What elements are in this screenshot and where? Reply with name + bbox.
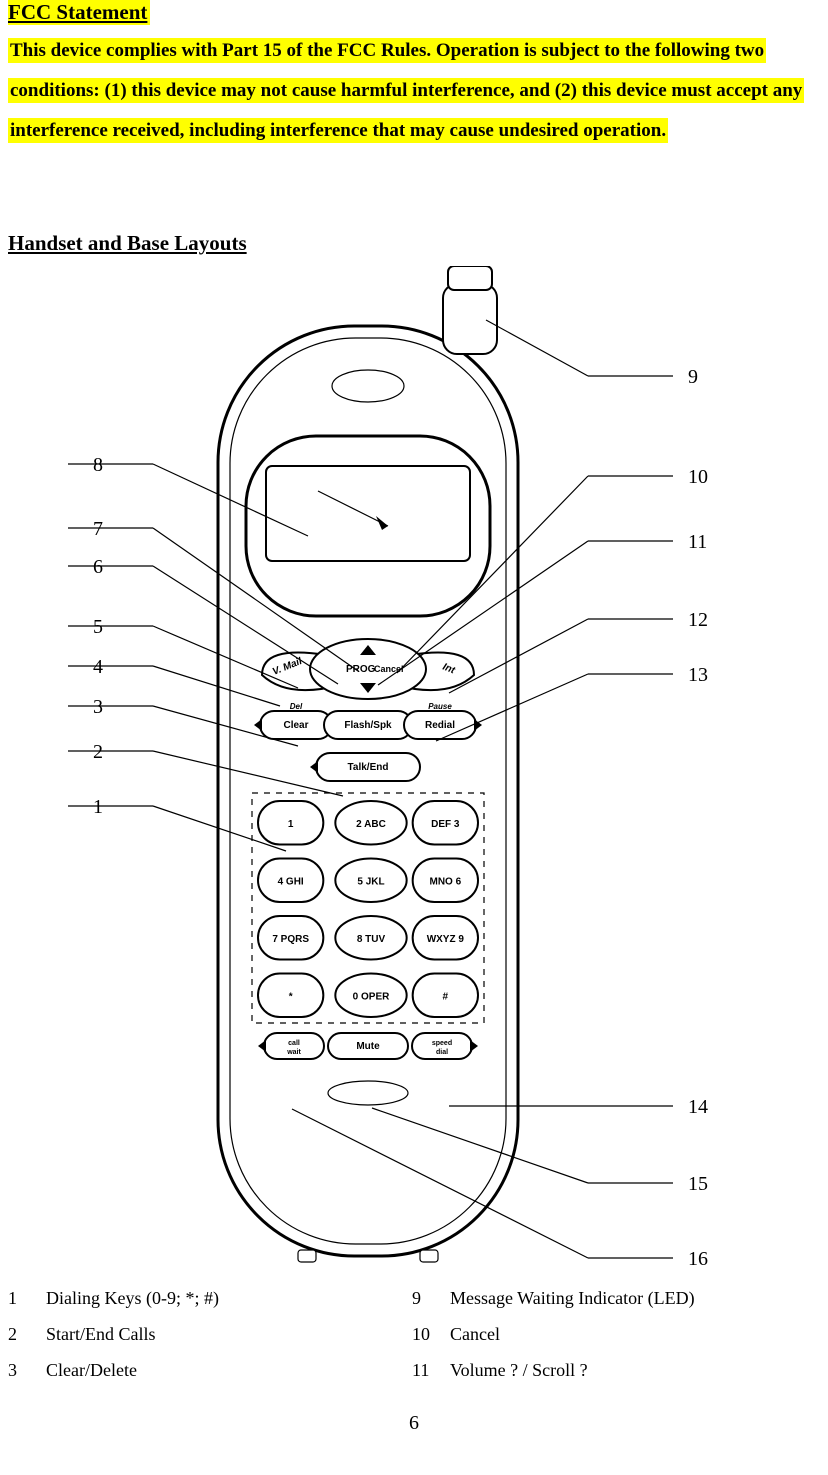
svg-text:dial: dial bbox=[436, 1049, 448, 1056]
svg-text:3: 3 bbox=[93, 696, 103, 718]
svg-text:4 GHI: 4 GHI bbox=[278, 876, 304, 887]
legend-num: 11 bbox=[412, 1352, 450, 1388]
legend-num: 2 bbox=[8, 1316, 46, 1352]
legend-table: 1Dialing Keys (0-9; *; #)2Start/End Call… bbox=[8, 1280, 820, 1388]
svg-text:1: 1 bbox=[93, 796, 103, 818]
svg-text:1: 1 bbox=[288, 818, 294, 829]
svg-text:10: 10 bbox=[688, 466, 708, 488]
svg-text:#: # bbox=[443, 991, 449, 1002]
svg-text:0 OPER: 0 OPER bbox=[353, 991, 390, 1002]
svg-text:11: 11 bbox=[688, 531, 707, 553]
svg-text:Cancel: Cancel bbox=[374, 664, 404, 674]
svg-text:speed: speed bbox=[432, 1040, 452, 1047]
svg-text:*: * bbox=[289, 991, 293, 1002]
svg-text:15: 15 bbox=[688, 1173, 708, 1195]
svg-text:Pause: Pause bbox=[428, 702, 452, 711]
svg-text:call: call bbox=[288, 1040, 300, 1047]
svg-text:7: 7 bbox=[93, 518, 103, 540]
svg-text:6: 6 bbox=[93, 556, 103, 578]
svg-text:Redial: Redial bbox=[425, 720, 455, 731]
fcc-line3: interference received, including interfe… bbox=[8, 118, 668, 143]
legend-num: 1 bbox=[8, 1280, 46, 1316]
handset-diagram: PROGCancelV. MailIntClearDelFlash/SpkRed… bbox=[8, 266, 820, 1276]
svg-text:Clear: Clear bbox=[283, 720, 308, 731]
svg-text:4: 4 bbox=[93, 656, 103, 678]
svg-text:16: 16 bbox=[688, 1248, 708, 1270]
svg-text:WXYZ 9: WXYZ 9 bbox=[427, 933, 465, 944]
svg-text:Talk/End: Talk/End bbox=[348, 762, 389, 773]
svg-text:DEF 3: DEF 3 bbox=[431, 818, 460, 829]
svg-text:13: 13 bbox=[688, 664, 708, 686]
svg-text:12: 12 bbox=[688, 609, 708, 631]
fcc-body: This device complies with Part 15 of the… bbox=[8, 31, 820, 151]
legend-num: 10 bbox=[412, 1316, 450, 1352]
legend-num: 3 bbox=[8, 1352, 46, 1388]
svg-text:Flash/Spk: Flash/Spk bbox=[344, 720, 392, 731]
section-title: Handset and Base Layouts bbox=[8, 231, 820, 256]
legend-text: Clear/Delete bbox=[46, 1352, 388, 1388]
svg-text:Del: Del bbox=[290, 702, 303, 711]
fcc-line1: This device complies with Part 15 of the… bbox=[8, 38, 766, 63]
legend-text: Message Waiting Indicator (LED) bbox=[450, 1280, 812, 1316]
svg-text:2 ABC: 2 ABC bbox=[356, 818, 386, 829]
svg-text:5 JKL: 5 JKL bbox=[357, 876, 384, 887]
svg-text:9: 9 bbox=[688, 366, 698, 388]
page-number: 6 bbox=[8, 1412, 820, 1435]
svg-text:2: 2 bbox=[93, 741, 103, 763]
svg-text:wait: wait bbox=[286, 1049, 301, 1056]
svg-text:Mute: Mute bbox=[356, 1041, 380, 1052]
svg-text:8: 8 bbox=[93, 454, 103, 476]
svg-text:5: 5 bbox=[93, 616, 103, 638]
svg-text:14: 14 bbox=[688, 1096, 708, 1118]
legend-text: Start/End Calls bbox=[46, 1316, 388, 1352]
svg-text:MNO 6: MNO 6 bbox=[429, 876, 461, 887]
legend-text: Cancel bbox=[450, 1316, 812, 1352]
legend-num: 9 bbox=[412, 1280, 450, 1316]
svg-text:8 TUV: 8 TUV bbox=[357, 933, 386, 944]
fcc-title: FCC Statement bbox=[8, 0, 150, 25]
svg-text:7 PQRS: 7 PQRS bbox=[272, 933, 309, 944]
legend-text: Dialing Keys (0-9; *; #) bbox=[46, 1280, 388, 1316]
legend-text: Volume ? / Scroll ? bbox=[450, 1352, 812, 1388]
fcc-line2: conditions: (1) this device may not caus… bbox=[8, 78, 804, 103]
